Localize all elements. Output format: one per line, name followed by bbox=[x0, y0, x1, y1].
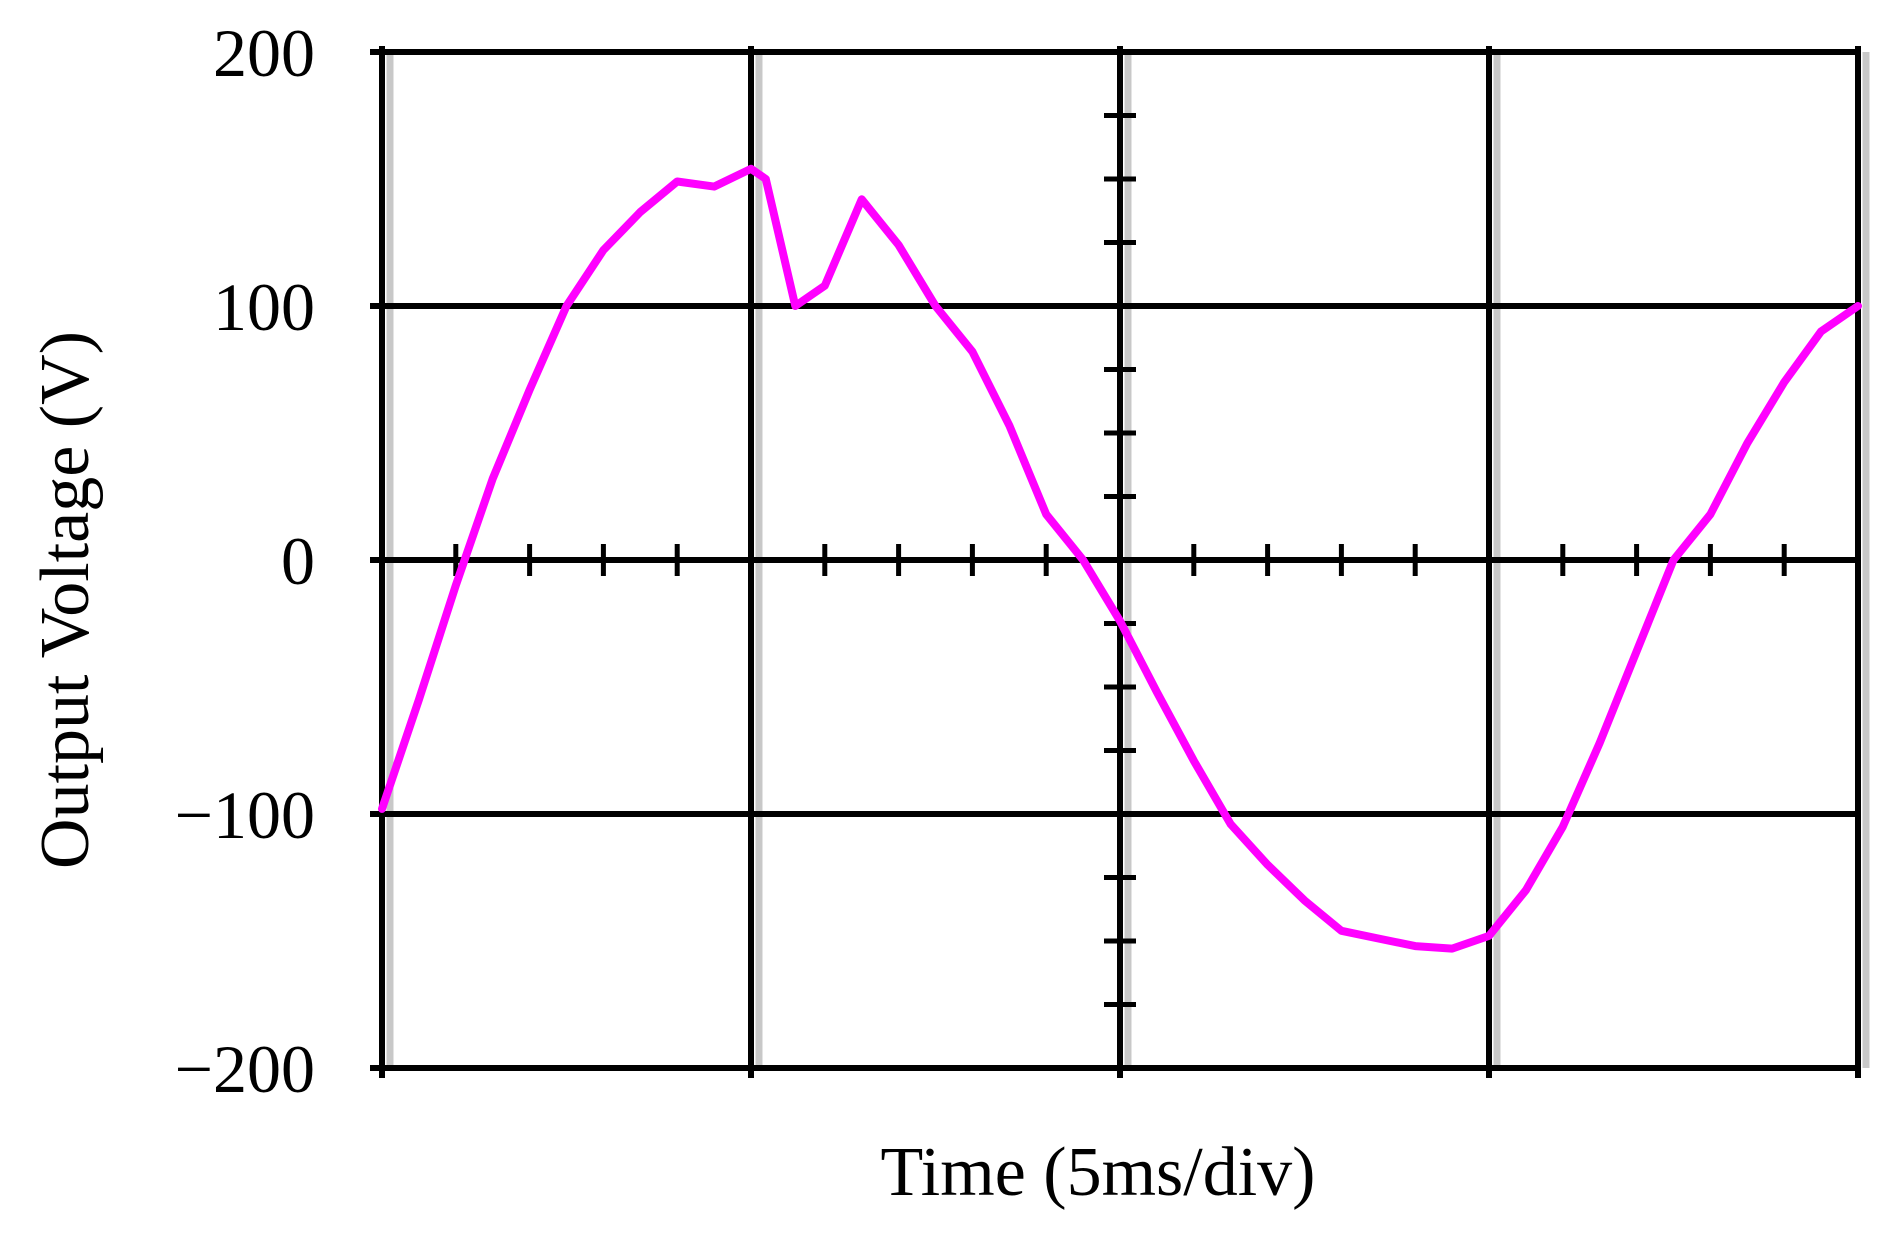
y-tick-label: −200 bbox=[175, 1031, 315, 1107]
y-axis-title: Output Voltage (V) bbox=[27, 331, 104, 869]
y-tick-label: −100 bbox=[175, 777, 315, 853]
x-axis-title: Time (5ms/div) bbox=[881, 1134, 1316, 1211]
y-tick-label: 0 bbox=[281, 523, 315, 599]
y-tick-label: 100 bbox=[213, 269, 315, 345]
y-tick-label: 200 bbox=[213, 15, 315, 91]
grid-layer bbox=[370, 46, 1866, 1078]
tick-labels-layer: 200 100 0 −100 −200 bbox=[175, 15, 315, 1107]
